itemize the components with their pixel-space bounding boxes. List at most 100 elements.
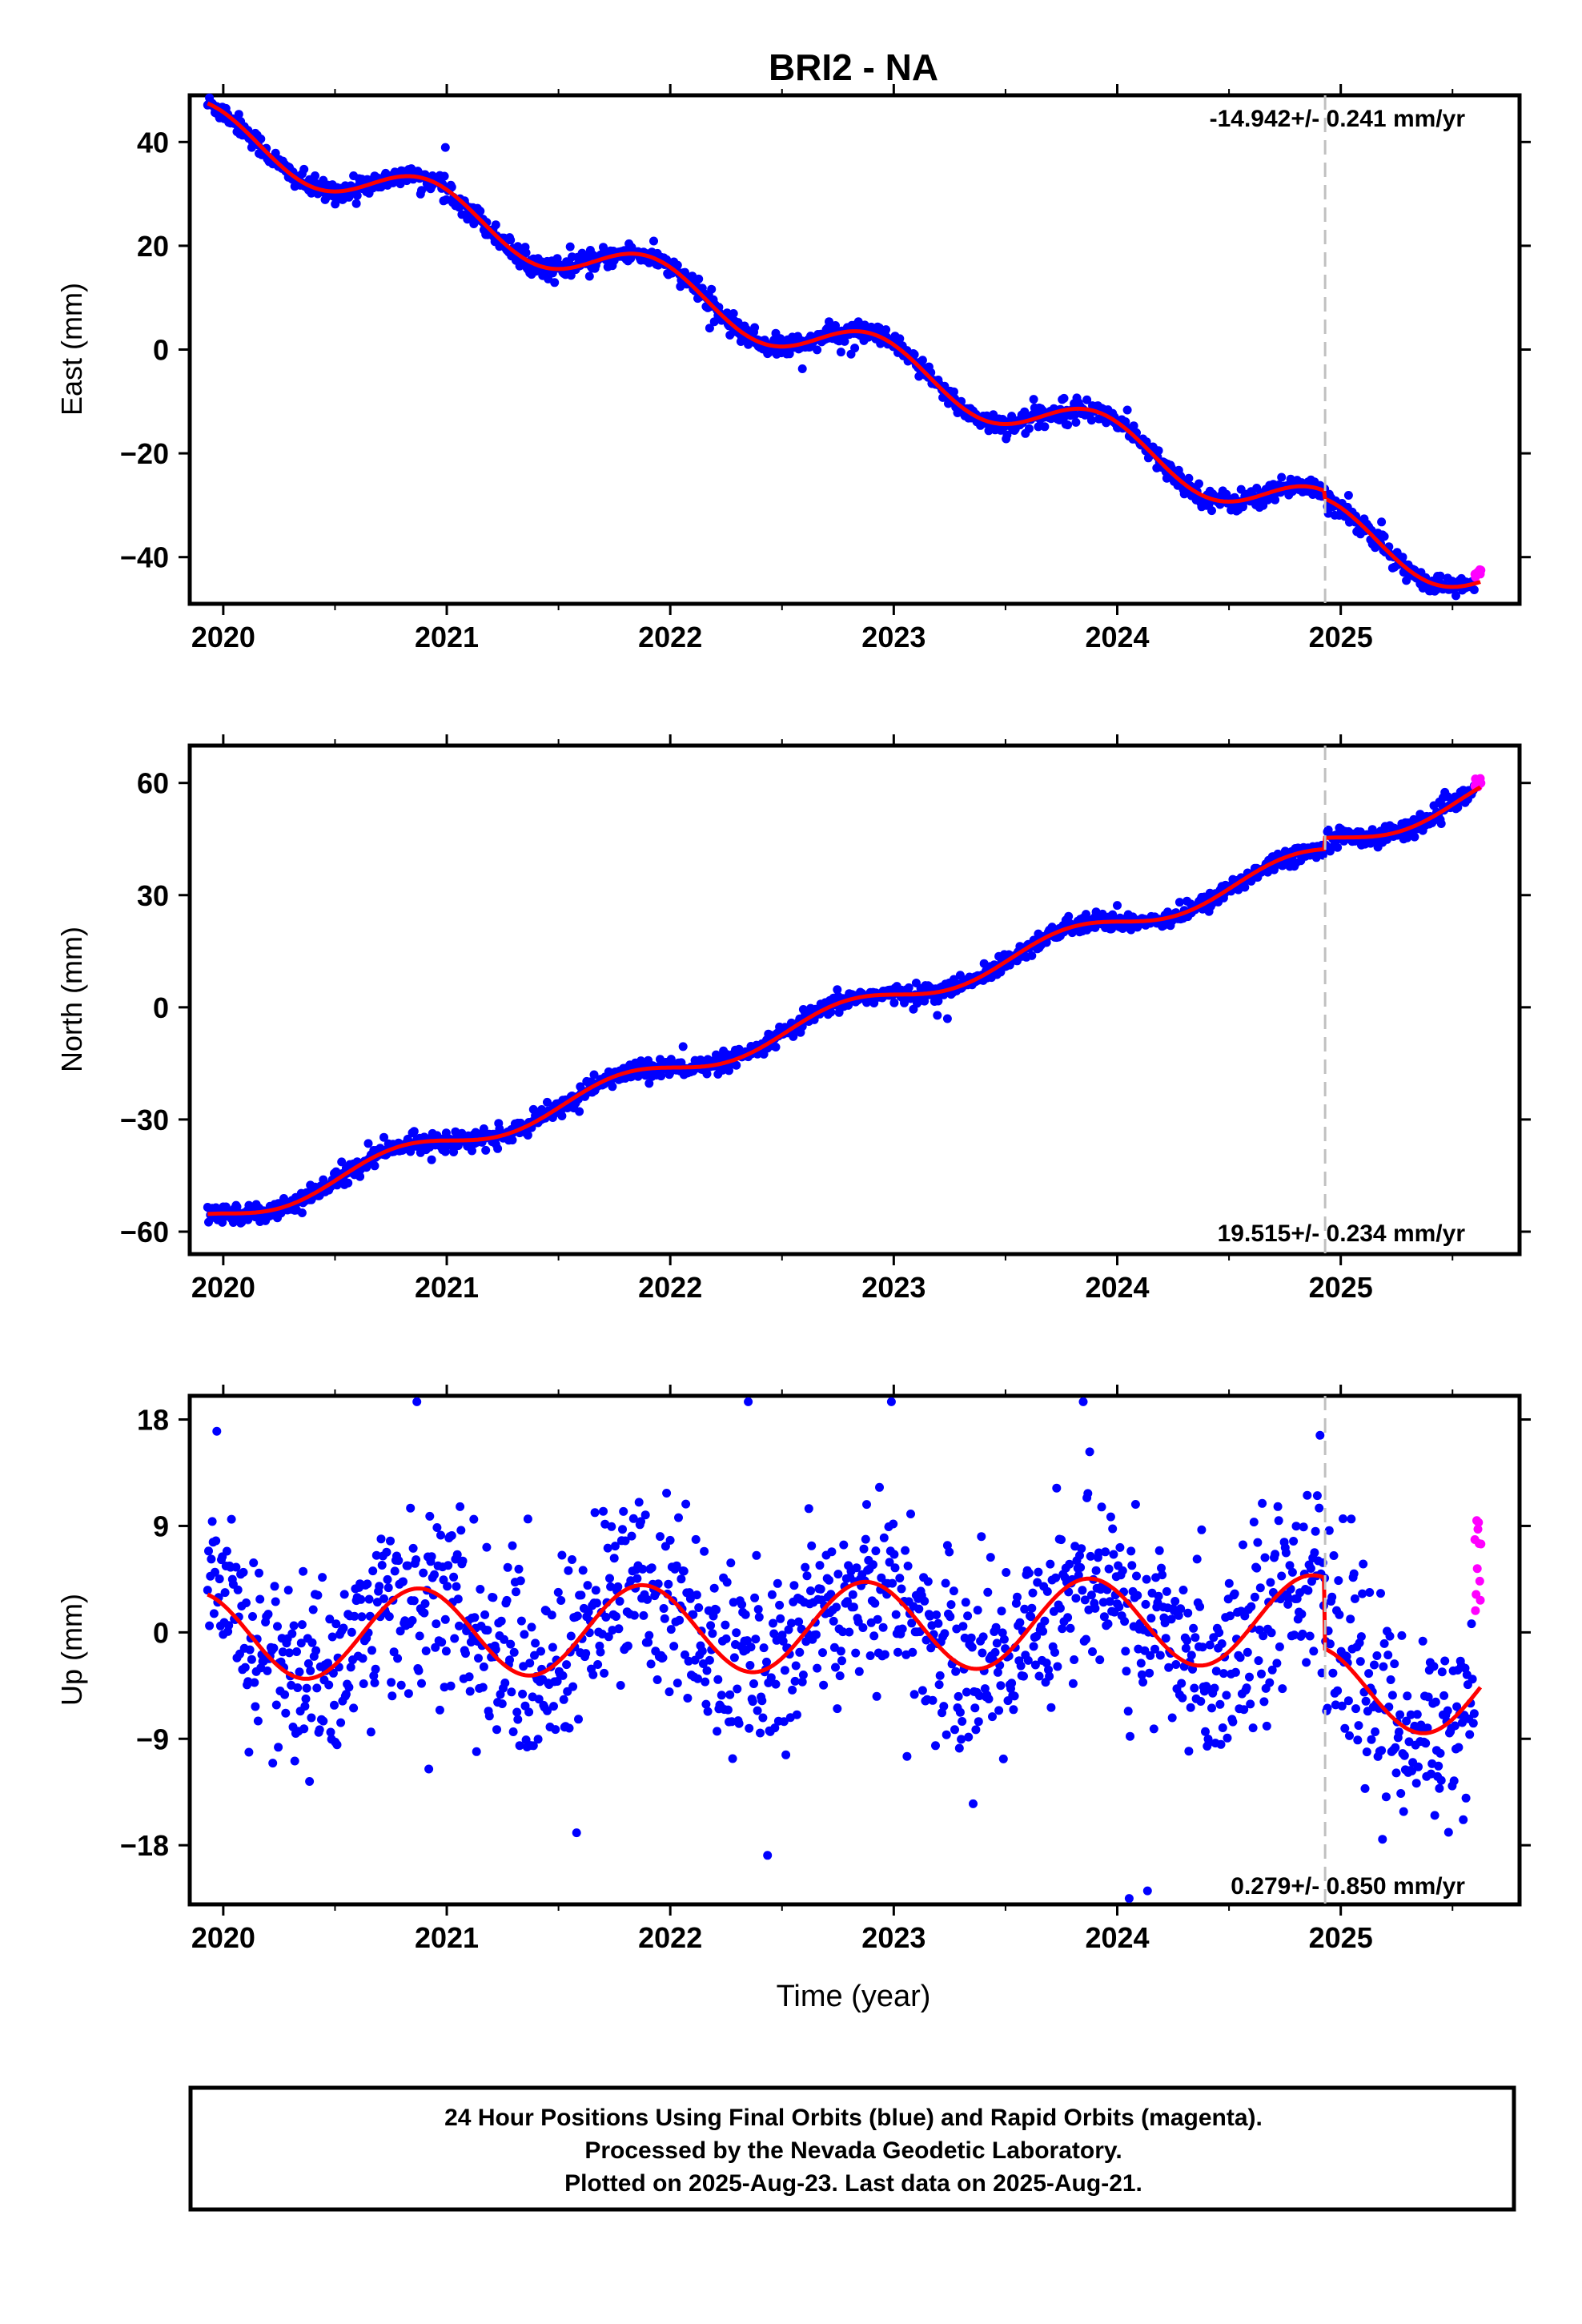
final-orbit-point [1436, 819, 1446, 828]
final-orbit-point [1158, 1570, 1167, 1580]
final-orbit-point [1299, 1522, 1308, 1532]
final-orbit-point [449, 1572, 459, 1582]
final-orbit-point [1412, 1710, 1422, 1719]
final-orbit-point [1007, 1679, 1017, 1688]
final-orbit-point [787, 1618, 796, 1628]
final-orbit-point [819, 1680, 829, 1690]
final-orbit-point [658, 1653, 668, 1663]
final-orbit-point [249, 1558, 259, 1567]
final-orbit-point [599, 1506, 608, 1516]
final-orbit-point [869, 1631, 879, 1641]
final-orbit-point [362, 1163, 371, 1172]
final-orbit-point [1053, 1662, 1062, 1671]
final-orbit-point [368, 1566, 378, 1576]
final-orbit-point [964, 1732, 974, 1742]
final-orbit-point [1218, 1723, 1227, 1732]
final-orbit-point [897, 1624, 907, 1634]
final-orbit-point [623, 1641, 632, 1651]
final-orbit-point [592, 1598, 601, 1608]
final-orbit-point [605, 1574, 614, 1583]
final-orbit-point [470, 1613, 480, 1622]
final-orbit-point [480, 1610, 490, 1619]
north-panel: 2020 2021 2022 2023 2024 2025 60 30 0 −30 −60 Nort… [55, 734, 1531, 1304]
final-orbit-point [665, 1687, 674, 1697]
final-orbit-point [839, 1540, 849, 1550]
final-orbit-point [1162, 1586, 1171, 1596]
final-orbit-point [1297, 1610, 1307, 1618]
final-orbit-point [986, 1553, 995, 1562]
final-orbit-point [694, 1603, 704, 1612]
final-orbit-point [1271, 1550, 1280, 1559]
final-orbit-point [476, 207, 485, 216]
final-orbit-point [909, 350, 919, 360]
final-orbit-point [1184, 1747, 1194, 1756]
final-orbit-point [1224, 1578, 1234, 1588]
final-orbit-point [1436, 1775, 1446, 1785]
final-orbit-point [677, 1574, 686, 1584]
final-orbit-point [721, 1620, 730, 1630]
final-orbit-point [973, 1606, 982, 1615]
final-orbit-point [336, 1718, 346, 1727]
final-orbit-point [1262, 1721, 1271, 1731]
final-orbit-point [593, 1660, 603, 1669]
final-orbit-point [1315, 1503, 1324, 1513]
final-orbit-point [737, 1600, 747, 1610]
final-orbit-point [1303, 1490, 1312, 1500]
final-orbit-point [1027, 1603, 1037, 1613]
y-tick-label: 20 [137, 230, 169, 263]
final-orbit-point [612, 1612, 620, 1621]
final-orbit-point [440, 1147, 450, 1156]
final-orbit-point [209, 1609, 219, 1618]
final-orbit-point [1070, 1655, 1079, 1664]
final-orbit-point [1086, 1590, 1096, 1600]
final-orbit-point [963, 1611, 973, 1621]
final-orbit-point [1013, 1592, 1022, 1602]
final-orbit-point [506, 235, 516, 245]
final-orbit-point [958, 1717, 967, 1726]
final-orbit-point [967, 1642, 977, 1652]
final-orbit-point [1449, 1776, 1459, 1786]
final-orbit-point [508, 1136, 517, 1145]
final-orbit-point [1034, 1671, 1044, 1681]
final-orbit-point [629, 1610, 639, 1620]
final-orbit-point [1257, 1669, 1266, 1679]
final-orbit-point [859, 1544, 869, 1554]
final-orbit-point [1287, 1567, 1297, 1577]
final-orbit-point [1082, 1634, 1090, 1644]
final-orbit-point [893, 1647, 902, 1657]
final-orbit-point [908, 1647, 917, 1657]
final-orbit-point [1395, 1710, 1405, 1719]
final-orbit-point [524, 1707, 534, 1717]
final-orbit-point [456, 1526, 466, 1535]
final-orbit-point [1435, 1748, 1445, 1758]
final-orbit-point [1059, 393, 1069, 403]
final-orbit-point [253, 1716, 263, 1726]
final-orbit-point [607, 1522, 616, 1531]
final-orbit-point [998, 1754, 1008, 1763]
final-orbit-point [1312, 1491, 1322, 1501]
final-orbit-point [763, 1851, 773, 1860]
final-orbit-point [1277, 1571, 1287, 1581]
final-orbit-point [1042, 1586, 1052, 1596]
final-orbit-point [332, 1740, 342, 1750]
final-orbit-point [379, 1594, 388, 1603]
final-orbit-point [705, 1655, 714, 1665]
final-orbit-point [750, 1593, 760, 1602]
final-orbit-point [204, 1546, 213, 1556]
final-orbit-point [1364, 1669, 1374, 1679]
final-orbit-point [516, 1616, 526, 1626]
final-orbit-point [1281, 1548, 1291, 1558]
final-orbit-point [949, 1586, 958, 1596]
final-orbit-point [673, 260, 682, 270]
final-orbit-point [1034, 1567, 1043, 1577]
east-rate-label: -14.942+/- 0.241 mm/yr [1210, 106, 1466, 132]
final-orbit-point [888, 1578, 897, 1588]
final-orbit-point [440, 171, 449, 181]
final-orbit-point [281, 1708, 291, 1718]
final-orbit-point [443, 1582, 452, 1591]
final-orbit-point [1399, 1751, 1409, 1760]
y-tick-label: 0 [153, 991, 169, 1024]
final-orbit-point [239, 1567, 248, 1577]
final-orbit-point [287, 1629, 297, 1638]
final-orbit-point [795, 1647, 805, 1657]
